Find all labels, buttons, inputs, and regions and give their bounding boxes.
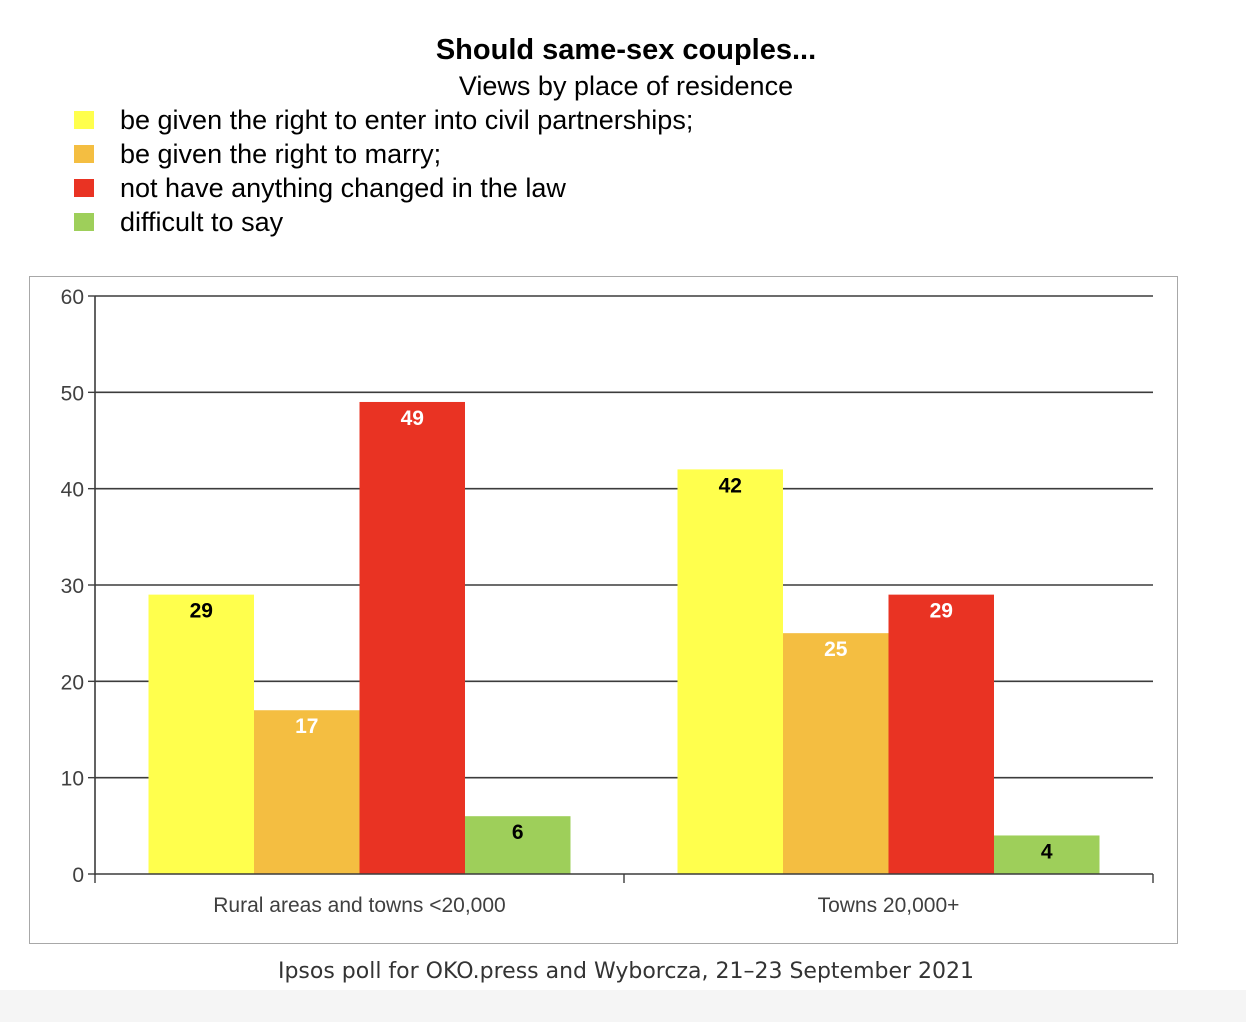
data-label-0-0: 29 — [190, 600, 213, 623]
legend: be given the right to enter into civil p… — [74, 103, 693, 239]
legend-swatch-difficult-to-say — [74, 213, 94, 231]
legend-label-marry: be given the right to marry; — [120, 139, 442, 169]
data-label-1-0: 42 — [719, 474, 742, 497]
bar-1-3 — [994, 835, 1100, 874]
source-caption: Ipsos poll for OKO.press and Wyborcza, 2… — [277, 959, 975, 984]
y-tick-label-40: 40 — [61, 479, 84, 502]
x-tick-label-1: Towns 20,000+ — [818, 894, 960, 917]
bar-0-3 — [465, 816, 571, 874]
data-label-0-1: 17 — [295, 715, 318, 738]
legend-swatch-civil-partnerships — [74, 111, 94, 129]
bar-0-2 — [359, 401, 465, 874]
legend-swatch-no-change — [74, 179, 94, 197]
x-tick-label-0: Rural areas and towns <20,000 — [213, 894, 505, 917]
y-tick-label-20: 20 — [61, 671, 84, 694]
bar-chart: 0 10 20 30 40 50 60 29 17 49 6 Rural areas and town… — [61, 286, 1154, 917]
bar-0-1 — [254, 710, 360, 874]
data-label-1-1: 25 — [824, 638, 848, 661]
bottom-band — [0, 990, 1246, 1022]
bar-1-1 — [783, 633, 889, 874]
y-tick-label-10: 10 — [61, 768, 84, 791]
chart-title: Should same-sex couples... — [435, 34, 817, 66]
legend-label-civil-partnerships: be given the right to enter into civil p… — [120, 105, 694, 135]
chart-subtitle: Views by place of residence — [458, 71, 794, 101]
legend-item-no-change: not have anything changed in the law — [74, 171, 693, 205]
legend-label-difficult-to-say: difficult to say — [120, 207, 284, 237]
legend-label-no-change: not have anything changed in the law — [120, 173, 566, 203]
data-label-0-2: 49 — [401, 407, 424, 430]
legend-item-difficult-to-say: difficult to say — [74, 205, 693, 239]
bar-0-0 — [148, 594, 254, 874]
y-tick-label-50: 50 — [61, 382, 84, 405]
data-label-1-3: 4 — [1041, 840, 1053, 863]
legend-item-civil-partnerships: be given the right to enter into civil p… — [74, 103, 693, 137]
y-tick-label-60: 60 — [61, 286, 84, 309]
bar-1-0 — [677, 469, 783, 874]
data-label-0-3: 6 — [512, 821, 524, 844]
legend-swatch-marry — [74, 145, 94, 163]
bar-1-2 — [888, 594, 994, 874]
y-tick-label-0: 0 — [72, 864, 84, 887]
y-tick-label-30: 30 — [61, 575, 84, 598]
legend-item-marry: be given the right to marry; — [74, 137, 693, 171]
data-label-1-2: 29 — [930, 600, 953, 623]
